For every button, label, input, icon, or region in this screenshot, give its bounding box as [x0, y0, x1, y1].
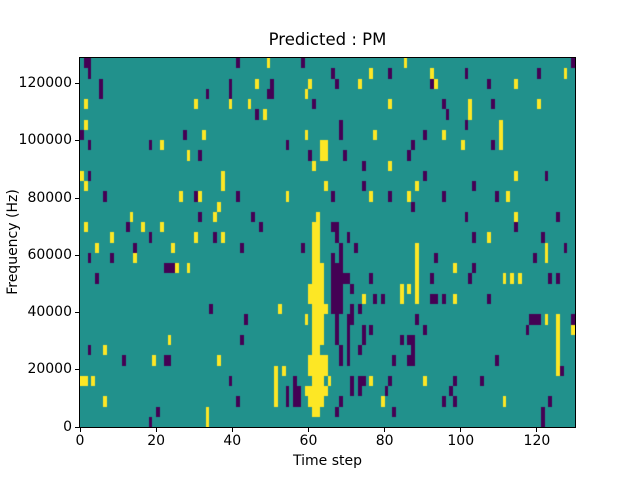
x-tick-label: 80 — [375, 433, 394, 449]
y-tick-label: 120000 — [18, 75, 72, 92]
x-tick-mark — [231, 428, 233, 432]
y-tick-mark — [75, 254, 79, 256]
y-tick-label: 60000 — [27, 246, 72, 263]
y-tick-label: 20000 — [27, 361, 72, 378]
x-tick-label: 60 — [299, 433, 318, 449]
y-axis-label-text: Frequency (Hz) — [5, 189, 21, 295]
x-tick-label: 20 — [147, 433, 166, 449]
x-tick-label: 0 — [75, 433, 85, 449]
x-tick-mark — [79, 428, 81, 432]
y-tick-label: 80000 — [27, 189, 72, 206]
x-tick-mark — [460, 428, 462, 432]
chart-title: Predicted : PM — [268, 30, 387, 49]
y-tick-mark — [75, 197, 79, 199]
x-tick-mark — [536, 428, 538, 432]
y-tick-mark — [75, 369, 79, 371]
heatmap-canvas — [80, 58, 575, 427]
y-tick-mark — [75, 426, 79, 428]
x-tick-label: 120 — [523, 433, 551, 449]
y-tick-label: 0 — [63, 418, 72, 435]
y-tick-mark — [75, 312, 79, 314]
plot-area — [79, 57, 576, 428]
x-tick-mark — [307, 428, 309, 432]
x-tick-label: 100 — [447, 433, 475, 449]
y-tick-label: 100000 — [18, 132, 72, 149]
x-tick-mark — [384, 428, 386, 432]
y-tick-mark — [75, 140, 79, 142]
y-tick-label: 40000 — [27, 304, 72, 321]
x-tick-mark — [155, 428, 157, 432]
x-tick-label: 40 — [223, 433, 242, 449]
x-axis-label: Time step — [293, 453, 362, 469]
y-tick-mark — [75, 83, 79, 85]
